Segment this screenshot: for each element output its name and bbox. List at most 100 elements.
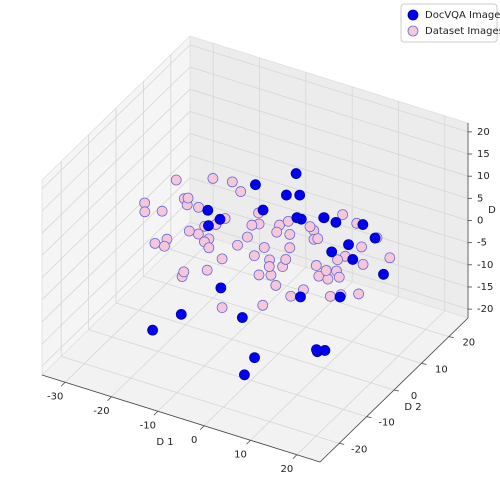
data-point [384, 252, 396, 264]
legend: DocVQA Images Dataset Images [400, 3, 500, 43]
grid-line [189, 66, 469, 155]
data-point [290, 168, 302, 179]
z-tick-label: 0 [477, 216, 483, 227]
data-point [214, 213, 226, 225]
data-point [320, 265, 332, 276]
grid-line [41, 111, 191, 256]
data-point [332, 254, 343, 266]
data-point [232, 239, 243, 251]
grid-line [41, 177, 191, 323]
data-point [182, 192, 194, 204]
grid-line [41, 44, 191, 190]
z-tick-label: 15 [477, 149, 490, 160]
data-point [310, 260, 322, 271]
y-tick-label: -20 [351, 444, 367, 455]
grid-line [41, 133, 191, 278]
data-point [280, 189, 292, 201]
data-point [263, 261, 275, 272]
data-point [369, 232, 381, 244]
x-tick-label: 10 [234, 449, 247, 460]
legend-marker [407, 9, 419, 21]
data-point [159, 240, 170, 252]
data-point [246, 219, 258, 231]
grid-line [170, 249, 449, 338]
x-tick [153, 410, 159, 416]
y-tick-label: -10 [378, 418, 394, 429]
data-point [295, 291, 306, 303]
data-point [347, 254, 359, 265]
y-tick [366, 416, 372, 419]
grid-line [41, 155, 191, 300]
grid-line [41, 88, 191, 234]
data-point [284, 229, 296, 240]
data-point [250, 179, 261, 191]
data-point [170, 174, 182, 186]
grid-line [41, 199, 191, 345]
y-tick-label: 0 [411, 391, 417, 402]
grid-line [88, 329, 367, 418]
data-point [248, 250, 260, 262]
data-point [193, 201, 204, 213]
data-point [285, 290, 297, 302]
z-tick-label: 20 [477, 127, 490, 138]
data-point [270, 280, 282, 291]
data-point [226, 176, 238, 188]
x-tick [246, 439, 251, 445]
grid-line [189, 155, 469, 244]
y-tick [339, 442, 345, 445]
data-point [271, 226, 283, 238]
data-point [242, 231, 253, 243]
legend-box [400, 3, 498, 43]
grid-line [189, 88, 469, 177]
data-point [249, 352, 260, 364]
data-point [312, 233, 324, 245]
data-point [149, 237, 161, 249]
data-point [311, 344, 322, 356]
z-tick-label: -10 [477, 260, 493, 271]
data-point [253, 269, 265, 281]
x-tick [292, 454, 298, 460]
data-point [239, 369, 250, 381]
grid-line [189, 133, 469, 221]
data-point [337, 209, 349, 220]
data-point [257, 299, 269, 311]
data-point [178, 266, 190, 278]
data-point [330, 216, 342, 228]
data-point [235, 186, 247, 197]
data-point [357, 258, 369, 270]
legend-marker [407, 25, 419, 37]
data-point [324, 290, 336, 302]
x-tick-label: 0 [191, 435, 197, 446]
data-point [207, 173, 219, 184]
x-tick-label: -10 [140, 420, 156, 431]
y-tick [421, 362, 427, 365]
z-tick-label: -20 [477, 304, 493, 315]
z-tick-label: 5 [477, 193, 483, 204]
y-axis-label: D 2 [404, 402, 421, 413]
grid-line [189, 221, 469, 310]
data-point [343, 239, 354, 251]
data-point [284, 242, 296, 254]
data-point [291, 212, 303, 224]
legend-label: DocVQA Images [425, 10, 500, 21]
x-tick-label: -20 [93, 406, 109, 417]
data-point [304, 221, 316, 233]
data-point [203, 220, 214, 232]
data-point [280, 254, 292, 265]
data-point [378, 268, 389, 280]
data-point [257, 204, 269, 216]
z-tick-label: -5 [477, 238, 487, 249]
grid-line [41, 66, 191, 212]
data-point [215, 282, 227, 294]
grid-line [189, 44, 469, 133]
grid-line [61, 355, 340, 444]
data-point [258, 242, 270, 253]
data-point [318, 212, 330, 224]
z-tick-label: 10 [477, 171, 490, 182]
x-tick-label: -30 [47, 391, 63, 402]
data-point [216, 253, 228, 265]
data-point [334, 291, 346, 303]
y-axis [319, 317, 469, 463]
x-tick [199, 425, 205, 431]
